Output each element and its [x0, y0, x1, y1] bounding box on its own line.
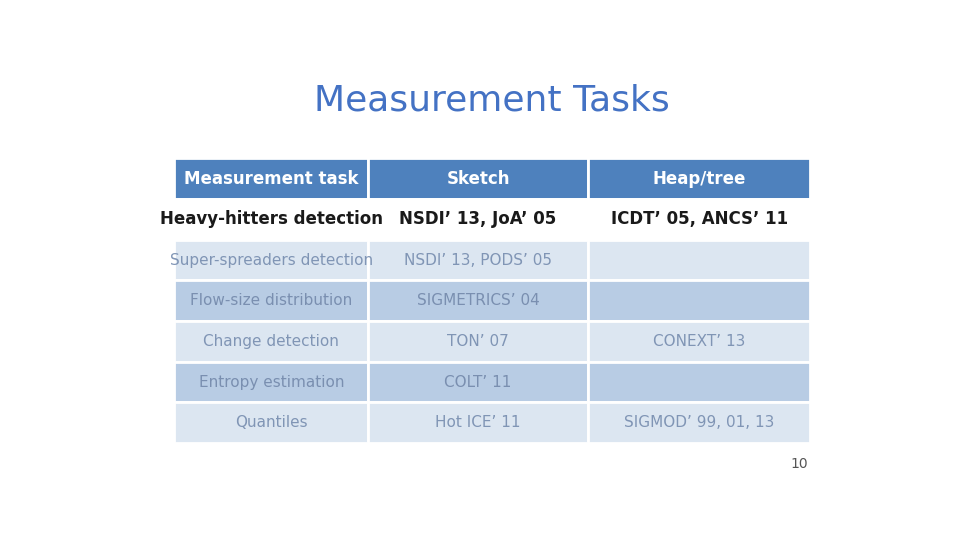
Text: NSDI’ 13, PODS’ 05: NSDI’ 13, PODS’ 05 [404, 253, 552, 268]
Text: Sketch: Sketch [446, 170, 510, 188]
Bar [175, 362, 369, 402]
Text: Flow-size distribution: Flow-size distribution [190, 293, 352, 308]
Bar [369, 158, 588, 199]
Bar [175, 240, 369, 280]
Bar [588, 158, 810, 199]
Bar [588, 199, 810, 240]
Text: Entropy estimation: Entropy estimation [199, 375, 344, 390]
Text: Hot ICE’ 11: Hot ICE’ 11 [435, 415, 521, 430]
Bar [588, 240, 810, 280]
Text: 10: 10 [791, 457, 808, 471]
Text: NSDI’ 13, JoA’ 05: NSDI’ 13, JoA’ 05 [399, 211, 557, 228]
Text: SIGMOD’ 99, 01, 13: SIGMOD’ 99, 01, 13 [624, 415, 775, 430]
Bar [369, 199, 588, 240]
Bar [175, 158, 369, 199]
Bar [369, 280, 588, 321]
Bar [175, 321, 369, 362]
Bar [369, 362, 588, 402]
Bar [175, 402, 369, 443]
Bar [175, 280, 369, 321]
Bar [588, 280, 810, 321]
Text: CONEXT’ 13: CONEXT’ 13 [653, 334, 745, 349]
Bar [175, 199, 369, 240]
Bar [588, 402, 810, 443]
Text: Measurement Tasks: Measurement Tasks [314, 83, 670, 117]
Bar [588, 321, 810, 362]
Text: Heavy-hitters detection: Heavy-hitters detection [159, 211, 383, 228]
Text: COLT’ 11: COLT’ 11 [444, 375, 512, 390]
Text: TON’ 07: TON’ 07 [447, 334, 509, 349]
Text: ICDT’ 05, ANCS’ 11: ICDT’ 05, ANCS’ 11 [611, 211, 787, 228]
Bar [369, 402, 588, 443]
Text: Change detection: Change detection [204, 334, 339, 349]
Text: SIGMETRICS’ 04: SIGMETRICS’ 04 [417, 293, 540, 308]
Bar [369, 240, 588, 280]
Bar [588, 362, 810, 402]
Text: Measurement task: Measurement task [184, 170, 359, 188]
Text: Heap/tree: Heap/tree [653, 170, 746, 188]
Bar [369, 321, 588, 362]
Text: Quantiles: Quantiles [235, 415, 307, 430]
Text: Super-spreaders detection: Super-spreaders detection [170, 253, 372, 268]
